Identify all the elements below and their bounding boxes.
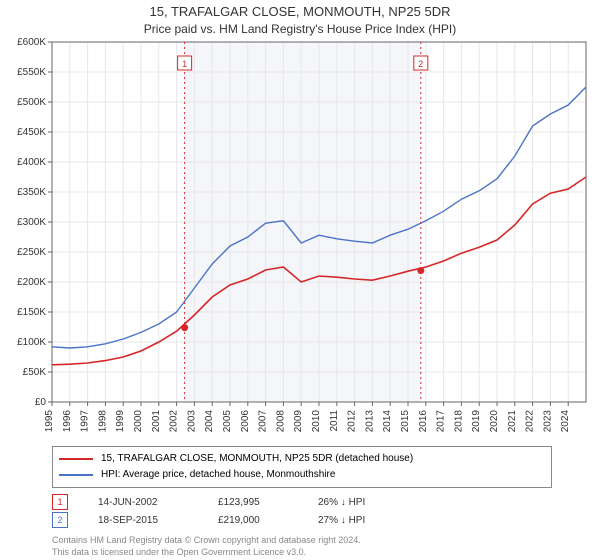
svg-text:2002: 2002 <box>169 410 180 433</box>
svg-text:£350K: £350K <box>17 187 46 198</box>
svg-text:2019: 2019 <box>471 410 482 433</box>
legend-line-1 <box>59 458 93 460</box>
svg-text:£200K: £200K <box>17 277 46 288</box>
svg-text:1997: 1997 <box>80 410 91 433</box>
svg-text:1: 1 <box>182 59 187 69</box>
sale-row-2: 2 18-SEP-2015 £219,000 27% ↓ HPI <box>52 512 572 528</box>
footer-note: Contains HM Land Registry data © Crown c… <box>52 534 361 558</box>
svg-text:2004: 2004 <box>204 410 215 433</box>
legend-label-1: 15, TRAFALGAR CLOSE, MONMOUTH, NP25 5DR … <box>101 451 413 467</box>
svg-text:2024: 2024 <box>560 410 571 433</box>
svg-text:2020: 2020 <box>489 410 500 433</box>
chart-svg: £0 £50K £100K £150K £200K £250K £300K £350K £400… <box>0 0 600 442</box>
svg-text:2014: 2014 <box>382 410 393 433</box>
svg-text:£450K: £450K <box>17 127 46 138</box>
svg-text:2011: 2011 <box>329 410 340 432</box>
svg-text:2016: 2016 <box>418 410 429 433</box>
svg-text:£400K: £400K <box>17 157 46 168</box>
sale-diff-2: 27% ↓ HPI <box>318 515 438 526</box>
legend-box: 15, TRAFALGAR CLOSE, MONMOUTH, NP25 5DR … <box>52 446 552 488</box>
footer-line-2: This data is licensed under the Open Gov… <box>52 546 361 558</box>
footer-line-1: Contains HM Land Registry data © Crown c… <box>52 534 361 546</box>
svg-text:£100K: £100K <box>17 337 46 348</box>
sale-date-2: 18-SEP-2015 <box>98 515 218 526</box>
svg-text:£500K: £500K <box>17 97 46 108</box>
svg-text:2008: 2008 <box>275 410 286 433</box>
sale-diff-1: 26% ↓ HPI <box>318 497 438 508</box>
svg-text:£50K: £50K <box>23 367 47 378</box>
legend-line-2 <box>59 474 93 476</box>
svg-text:2021: 2021 <box>507 410 518 433</box>
svg-text:£300K: £300K <box>17 217 46 228</box>
svg-text:1999: 1999 <box>115 410 126 433</box>
svg-text:£0: £0 <box>35 397 47 408</box>
svg-text:2010: 2010 <box>311 410 322 433</box>
legend-row-hpi: HPI: Average price, detached house, Monm… <box>59 467 545 483</box>
svg-text:2015: 2015 <box>400 410 411 433</box>
svg-text:1996: 1996 <box>62 410 73 433</box>
svg-text:£600K: £600K <box>17 37 46 48</box>
svg-text:1998: 1998 <box>97 410 108 433</box>
svg-text:2000: 2000 <box>133 410 144 433</box>
sale-price-2: £219,000 <box>218 515 318 526</box>
chart-container: 15, TRAFALGAR CLOSE, MONMOUTH, NP25 5DR … <box>0 0 600 560</box>
sale-price-1: £123,995 <box>218 497 318 508</box>
legend-row-price-paid: 15, TRAFALGAR CLOSE, MONMOUTH, NP25 5DR … <box>59 451 545 467</box>
svg-text:2023: 2023 <box>542 410 553 433</box>
svg-text:£550K: £550K <box>17 67 46 78</box>
svg-text:2018: 2018 <box>453 410 464 433</box>
svg-text:2003: 2003 <box>186 410 197 433</box>
svg-text:£250K: £250K <box>17 247 46 258</box>
svg-text:2001: 2001 <box>151 410 162 433</box>
sale-row-1: 1 14-JUN-2002 £123,995 26% ↓ HPI <box>52 494 572 510</box>
sale-marker-1: 1 <box>52 494 68 510</box>
sale-marker-2: 2 <box>52 512 68 528</box>
svg-text:2022: 2022 <box>525 410 536 433</box>
svg-text:2013: 2013 <box>364 410 375 433</box>
svg-text:2: 2 <box>418 59 423 69</box>
svg-text:2009: 2009 <box>293 410 304 433</box>
svg-text:2007: 2007 <box>258 410 269 433</box>
svg-text:1995: 1995 <box>44 410 55 433</box>
svg-text:2012: 2012 <box>347 410 358 433</box>
svg-text:2006: 2006 <box>240 410 251 433</box>
sale-date-1: 14-JUN-2002 <box>98 497 218 508</box>
legend-label-2: HPI: Average price, detached house, Monm… <box>101 467 335 483</box>
svg-text:2005: 2005 <box>222 410 233 433</box>
svg-text:2017: 2017 <box>436 410 447 433</box>
svg-text:£150K: £150K <box>17 307 46 318</box>
